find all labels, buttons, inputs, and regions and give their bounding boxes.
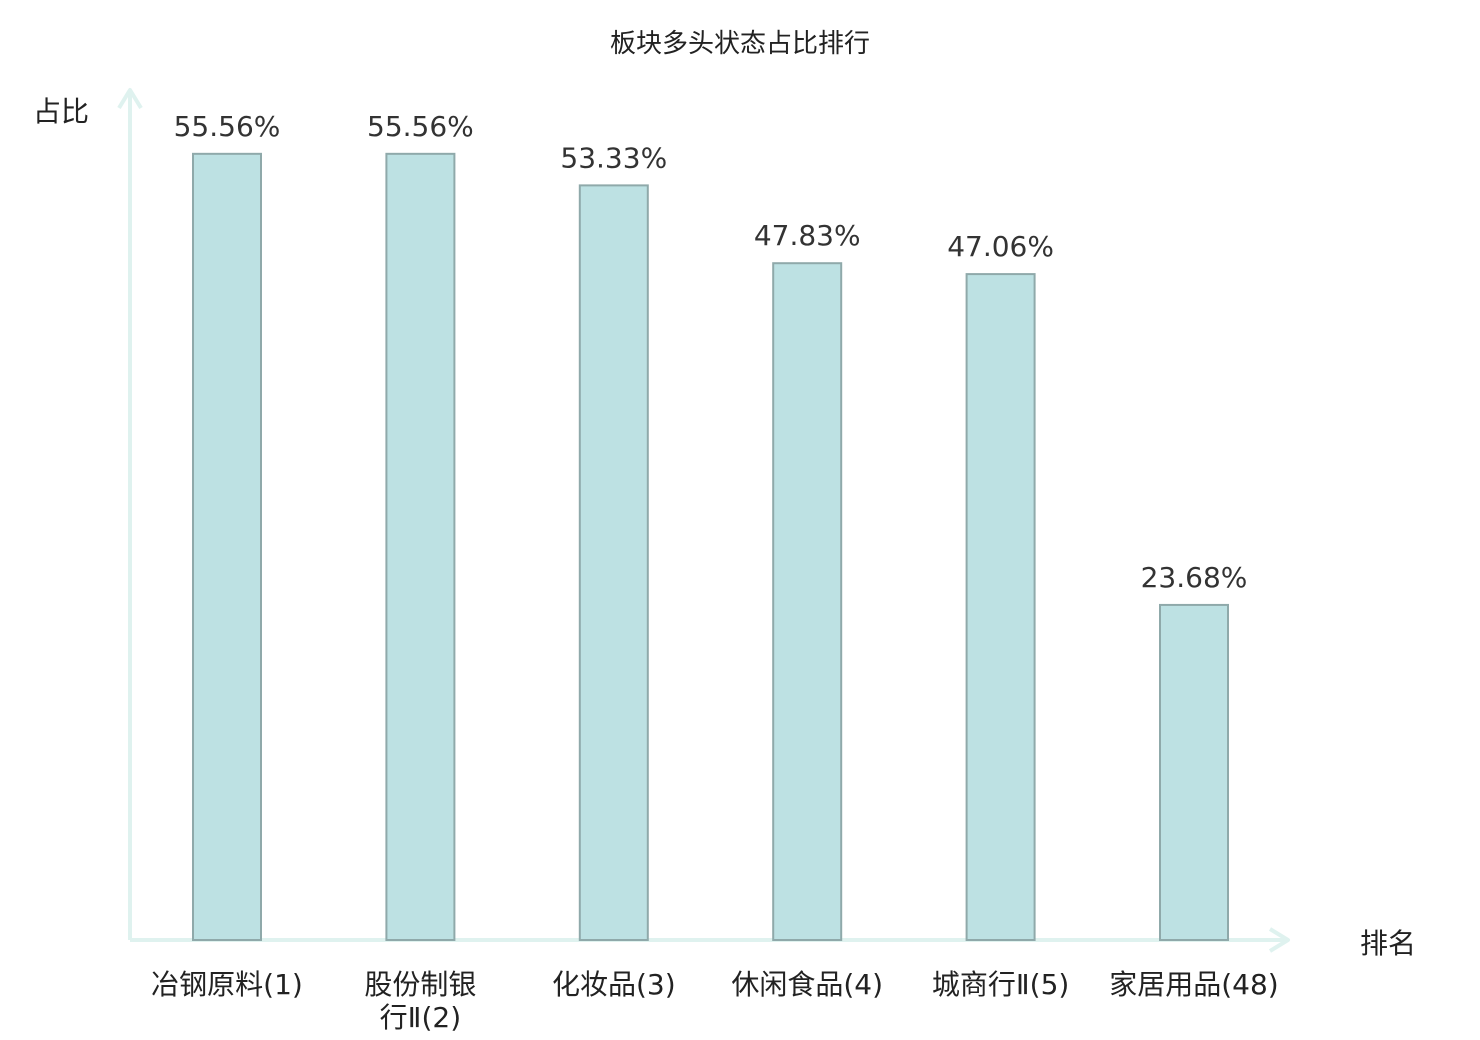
category-label-2-line-2: 行Ⅱ(2) <box>380 1001 461 1034</box>
category-label-1: 冶钢原料(1) <box>151 968 303 1001</box>
value-label-5: 47.06% <box>947 230 1054 263</box>
bar-6 <box>1159 603 1229 941</box>
category-label-5: 城商行Ⅱ(5) <box>932 968 1069 1001</box>
bars-group <box>192 152 1229 942</box>
x-axis-label: 排名 <box>1360 927 1416 960</box>
category-label-4: 休闲食品(4) <box>731 968 883 1001</box>
bar-3 <box>578 184 649 941</box>
value-label-2: 55.56% <box>367 110 474 143</box>
bar-5 <box>965 273 1036 941</box>
bar-2 <box>385 152 456 942</box>
bar-4 <box>772 262 843 941</box>
value-label-4: 47.83% <box>754 219 861 252</box>
y-axis <box>117 88 143 940</box>
value-label-1: 55.56% <box>174 110 281 143</box>
category-label-6: 家居用品(48) <box>1109 968 1278 1001</box>
value-label-6: 23.68% <box>1141 561 1248 594</box>
bar-1 <box>192 152 262 942</box>
y-axis-label: 占比 <box>33 95 89 128</box>
x-axis <box>130 927 1290 953</box>
value-label-3: 53.33% <box>560 141 667 174</box>
chart-title: 板块多头状态占比排行 <box>610 29 870 59</box>
category-label-2-line-1: 股份制银 <box>364 968 476 1001</box>
category-label-3: 化妆品(3) <box>552 968 676 1001</box>
value-labels-group: 55.56% 55.56% 53.33% 47.83% 47.06% 23.68% <box>174 110 1248 594</box>
